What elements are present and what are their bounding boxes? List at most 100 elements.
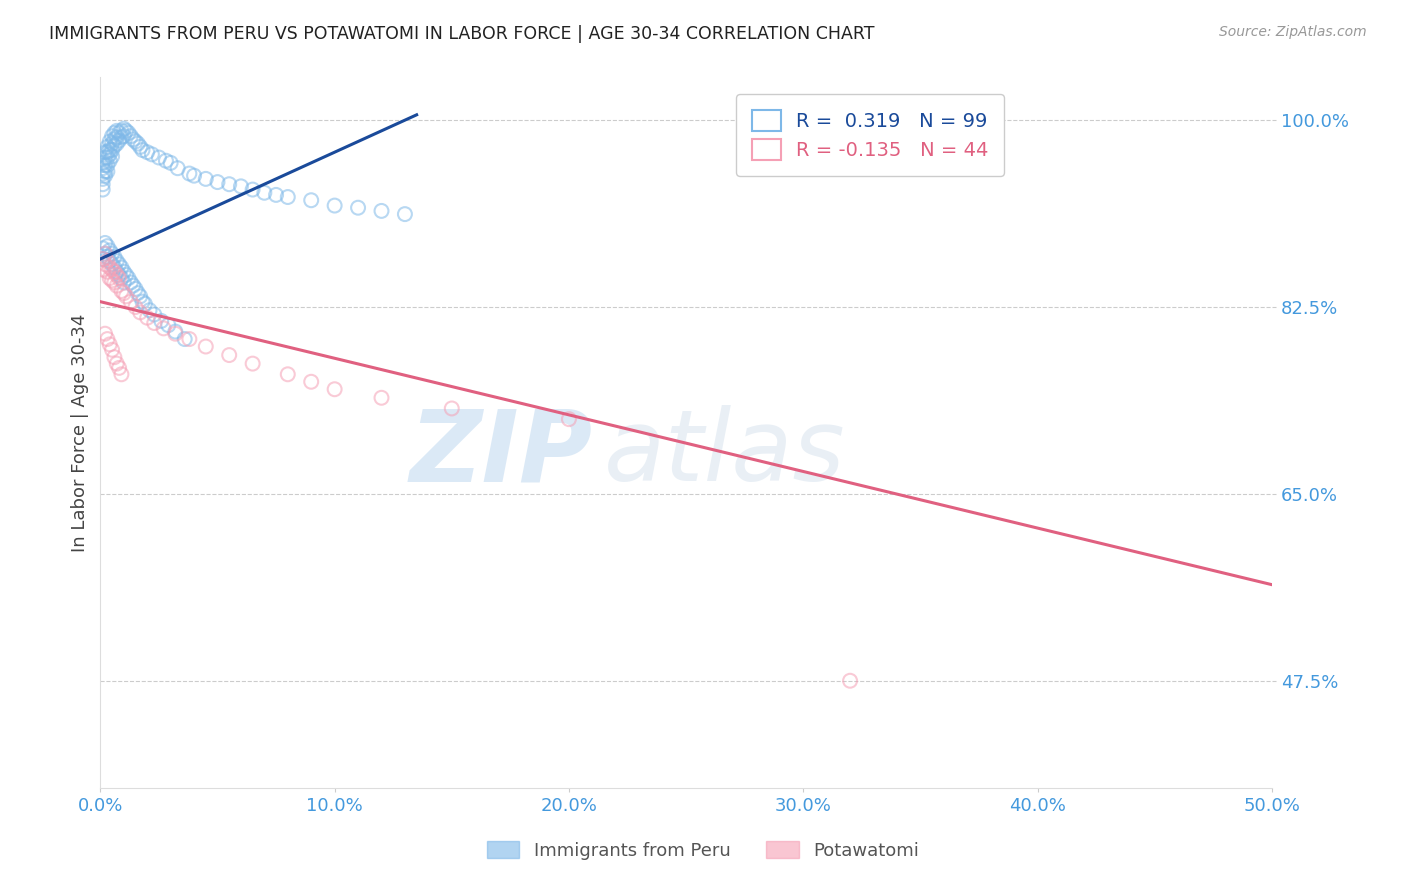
Point <box>150 314 173 328</box>
Point <box>101 143 124 157</box>
Point <box>165 325 187 339</box>
Point <box>98 271 121 285</box>
Point <box>370 203 392 218</box>
Point <box>94 151 117 165</box>
Point <box>112 276 135 290</box>
Point <box>122 278 145 293</box>
Point <box>91 161 114 176</box>
Point <box>157 318 180 333</box>
Point <box>115 124 138 138</box>
Point <box>91 183 114 197</box>
Point <box>194 339 217 353</box>
Point <box>98 153 121 168</box>
Point <box>347 201 370 215</box>
Point <box>143 308 166 322</box>
Point <box>101 262 124 277</box>
Point <box>558 412 581 426</box>
Point <box>105 357 128 371</box>
Point <box>98 147 121 161</box>
Point <box>124 282 146 296</box>
Point <box>91 178 114 192</box>
Point <box>105 130 128 145</box>
Point <box>103 276 125 290</box>
Point <box>108 271 131 285</box>
Point <box>94 158 117 172</box>
Point <box>94 326 117 341</box>
Point <box>96 158 118 172</box>
Point <box>103 350 125 364</box>
Point <box>108 257 131 271</box>
Point <box>108 126 131 140</box>
Point <box>242 357 264 371</box>
Point <box>138 303 160 318</box>
Point <box>253 186 276 200</box>
Point <box>141 147 163 161</box>
Point <box>440 401 463 416</box>
Point <box>101 136 124 151</box>
Point <box>117 126 139 140</box>
Point <box>98 135 121 149</box>
Point <box>127 286 149 301</box>
Point <box>105 124 128 138</box>
Legend: Immigrants from Peru, Potawatomi: Immigrants from Peru, Potawatomi <box>479 834 927 867</box>
Point <box>91 156 114 170</box>
Point <box>96 164 118 178</box>
Point <box>165 326 187 341</box>
Point <box>96 239 118 253</box>
Point <box>98 244 121 258</box>
Point <box>91 167 114 181</box>
Point <box>101 129 124 144</box>
Point <box>143 316 166 330</box>
Point <box>96 250 118 264</box>
Point <box>98 337 121 351</box>
Point <box>101 149 124 163</box>
Point <box>108 268 131 282</box>
Point <box>108 360 131 375</box>
Point <box>129 305 152 319</box>
Point <box>103 265 125 279</box>
Point <box>127 136 149 151</box>
Point <box>101 273 124 287</box>
Point <box>129 140 152 154</box>
Point <box>110 124 132 138</box>
Point <box>91 172 114 186</box>
Point <box>112 129 135 144</box>
Point <box>101 343 124 357</box>
Point <box>105 136 128 151</box>
Point <box>148 151 170 165</box>
Point <box>136 145 159 160</box>
Point <box>179 332 201 346</box>
Point <box>159 156 181 170</box>
Point <box>110 271 132 285</box>
Point <box>91 252 114 266</box>
Point <box>207 175 229 189</box>
Point <box>94 257 117 271</box>
Point <box>166 161 188 176</box>
Point <box>218 348 240 362</box>
Point <box>229 179 252 194</box>
Point <box>120 129 142 144</box>
Point <box>103 260 125 275</box>
Point <box>96 151 118 165</box>
Point <box>152 321 174 335</box>
Point <box>94 246 117 260</box>
Point <box>115 289 138 303</box>
Point <box>124 135 146 149</box>
Point <box>131 294 153 309</box>
Point <box>131 143 153 157</box>
Text: Source: ZipAtlas.com: Source: ZipAtlas.com <box>1219 25 1367 39</box>
Text: IMMIGRANTS FROM PERU VS POTAWATOMI IN LABOR FORCE | AGE 30-34 CORRELATION CHART: IMMIGRANTS FROM PERU VS POTAWATOMI IN LA… <box>49 25 875 43</box>
Point <box>91 252 114 266</box>
Legend: R =  0.319   N = 99, R = -0.135   N = 44: R = 0.319 N = 99, R = -0.135 N = 44 <box>737 95 1004 176</box>
Point <box>105 268 128 282</box>
Text: atlas: atlas <box>605 405 845 502</box>
Point <box>103 250 125 264</box>
Point <box>103 138 125 153</box>
Point <box>264 187 287 202</box>
Point <box>112 286 135 301</box>
Point <box>299 193 322 207</box>
Point <box>105 254 128 268</box>
Point <box>94 235 117 250</box>
Point <box>105 265 128 279</box>
Point <box>155 153 177 168</box>
